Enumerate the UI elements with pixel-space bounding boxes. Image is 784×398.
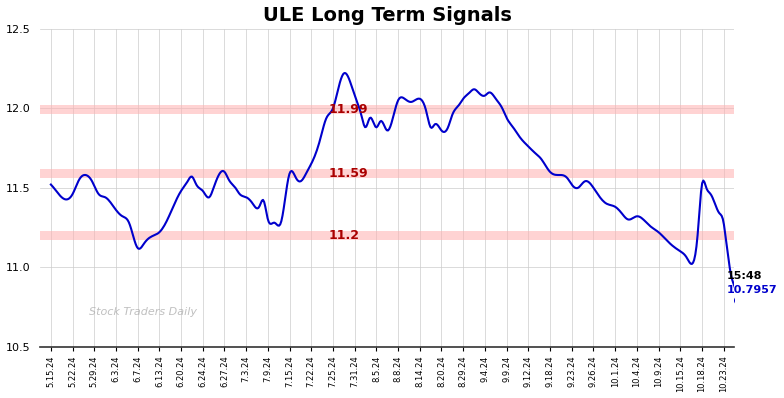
- Bar: [40, 105, 735, 114]
- Text: Stock Traders Daily: Stock Traders Daily: [89, 307, 197, 317]
- Bar: [40, 169, 735, 178]
- Text: 11.2: 11.2: [328, 229, 359, 242]
- Title: ULE Long Term Signals: ULE Long Term Signals: [263, 6, 512, 25]
- Text: 10.7957: 10.7957: [727, 285, 778, 295]
- Text: 11.59: 11.59: [328, 167, 368, 180]
- Point: [731, 297, 744, 303]
- Text: 15:48: 15:48: [727, 271, 762, 281]
- Bar: [40, 231, 735, 240]
- Text: 11.99: 11.99: [328, 103, 368, 116]
